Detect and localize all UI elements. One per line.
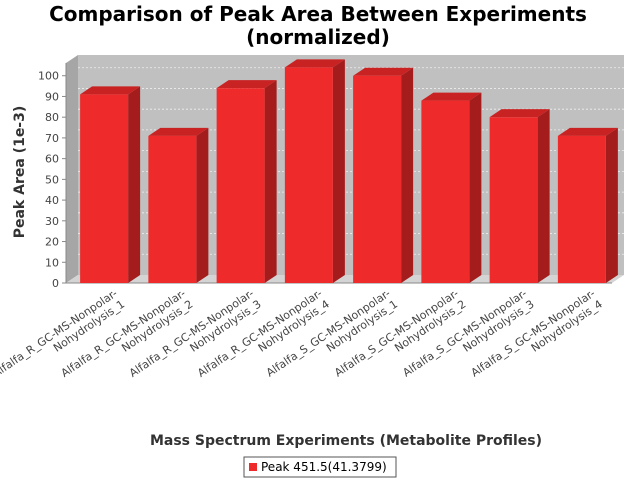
x-axis-label: Mass Spectrum Experiments (Metabolite Pr… — [150, 433, 542, 449]
y-tick-label: 0 — [52, 277, 59, 290]
bar-top — [80, 86, 141, 95]
legend: Peak 451.5(41.3799) — [243, 456, 397, 478]
bar-front — [353, 75, 402, 284]
bars — [80, 59, 618, 284]
bar — [216, 80, 277, 283]
bar-side — [264, 80, 277, 283]
bar-side — [537, 109, 550, 283]
bar-top — [148, 127, 209, 136]
bar-top — [557, 127, 618, 136]
legend-box — [243, 456, 397, 478]
bar-front — [489, 117, 538, 283]
bar-side — [401, 67, 414, 284]
y-axis-label: Peak Area (1e-3) — [12, 106, 28, 239]
bar-top — [284, 59, 345, 68]
chart-title-line-2: (normalized) — [246, 25, 390, 49]
y-tick-label: 10 — [45, 256, 59, 269]
bar-front — [557, 135, 606, 283]
bar — [80, 86, 141, 283]
bar-side — [196, 127, 209, 283]
bar — [489, 109, 550, 283]
y-tick-label: 40 — [45, 194, 59, 207]
plot-left-wall — [66, 55, 78, 283]
y-tick-label: 50 — [45, 173, 59, 186]
legend-swatch — [249, 463, 257, 471]
bar-top — [216, 80, 277, 89]
bar — [284, 59, 345, 283]
bar-front — [421, 100, 470, 283]
x-axis-tick-labels: Alfalfa_R_GC-MS-Nonpolar-Nohydrolysis_1A… — [0, 287, 605, 380]
bar-top — [353, 67, 414, 76]
bar-top — [421, 92, 482, 101]
bar-side — [605, 127, 618, 283]
plot-area — [66, 55, 624, 283]
y-tick-label: 90 — [45, 90, 59, 103]
bar — [421, 92, 482, 283]
y-tick-label: 70 — [45, 132, 59, 145]
y-tick-label: 80 — [45, 111, 59, 124]
bar-side — [469, 92, 482, 283]
bar — [557, 127, 618, 283]
y-tick-label: 60 — [45, 153, 59, 166]
bar-front — [148, 135, 197, 283]
y-tick-label: 30 — [45, 215, 59, 228]
bar — [148, 127, 209, 283]
bar-front — [80, 94, 129, 283]
bar-front — [216, 88, 265, 283]
plot-floor — [66, 275, 624, 283]
bar-front — [284, 67, 333, 283]
y-tick-label: 100 — [38, 70, 59, 83]
bar — [353, 67, 414, 284]
chart-title-line-1: Comparison of Peak Area Between Experime… — [49, 2, 587, 26]
bar-side — [332, 59, 345, 283]
legend-entry-label: Peak 451.5(41.3799) — [261, 460, 387, 474]
gridlines — [78, 67, 624, 255]
bar-top — [489, 109, 550, 118]
bar-side — [128, 86, 141, 283]
x-tick-label-line: Alfalfa_R_GC-MS-Nonpolar- — [0, 287, 120, 380]
y-tick-label: 20 — [45, 236, 59, 249]
plot-back-wall — [78, 55, 624, 275]
